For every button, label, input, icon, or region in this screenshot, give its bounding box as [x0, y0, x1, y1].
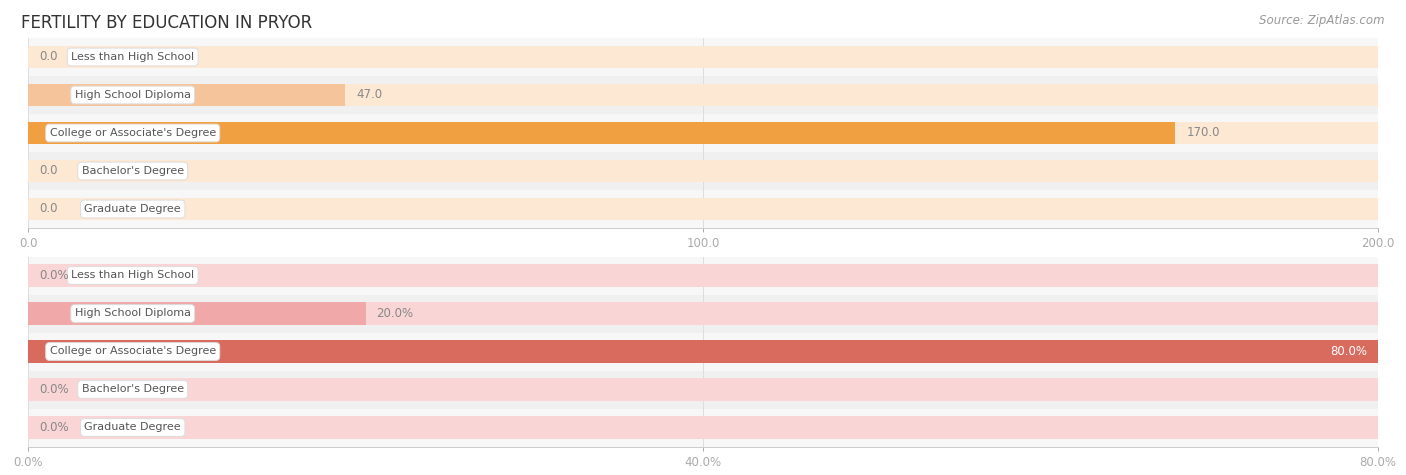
Text: 170.0: 170.0 — [1187, 126, 1220, 140]
Bar — [28, 302, 1378, 325]
Text: Graduate Degree: Graduate Degree — [84, 422, 181, 433]
Bar — [28, 340, 1378, 363]
Bar — [28, 46, 1378, 68]
Text: 0.0%: 0.0% — [39, 383, 69, 396]
Text: FERTILITY BY EDUCATION IN PRYOR: FERTILITY BY EDUCATION IN PRYOR — [21, 14, 312, 32]
Text: 0.0: 0.0 — [39, 164, 58, 178]
Text: 0.0%: 0.0% — [39, 269, 69, 282]
Text: High School Diploma: High School Diploma — [75, 90, 191, 100]
Bar — [28, 256, 1378, 294]
Bar — [28, 84, 346, 106]
Bar — [28, 160, 1378, 182]
Bar — [28, 408, 1378, 446]
Text: 0.0: 0.0 — [39, 50, 58, 64]
Bar — [28, 76, 1378, 114]
Bar — [28, 264, 1378, 287]
Bar — [28, 122, 1378, 144]
Bar — [28, 302, 366, 325]
Bar — [28, 332, 1378, 371]
Bar — [28, 198, 1378, 220]
Bar — [28, 84, 1378, 106]
Bar — [28, 416, 1378, 439]
Text: 20.0%: 20.0% — [377, 307, 413, 320]
Bar — [28, 370, 1378, 408]
Text: High School Diploma: High School Diploma — [75, 308, 191, 319]
Text: Source: ZipAtlas.com: Source: ZipAtlas.com — [1260, 14, 1385, 27]
Text: Bachelor's Degree: Bachelor's Degree — [82, 166, 184, 176]
Bar — [28, 294, 1378, 332]
Text: 80.0%: 80.0% — [1330, 345, 1367, 358]
Text: 0.0: 0.0 — [39, 202, 58, 216]
Text: College or Associate's Degree: College or Associate's Degree — [49, 128, 217, 138]
Text: Graduate Degree: Graduate Degree — [84, 204, 181, 214]
Text: Bachelor's Degree: Bachelor's Degree — [82, 384, 184, 395]
Bar — [28, 190, 1378, 228]
Bar — [28, 152, 1378, 190]
Text: 0.0%: 0.0% — [39, 421, 69, 434]
Text: Less than High School: Less than High School — [72, 52, 194, 62]
Bar — [28, 378, 1378, 401]
Text: College or Associate's Degree: College or Associate's Degree — [49, 346, 217, 357]
Text: Less than High School: Less than High School — [72, 270, 194, 281]
Bar — [28, 38, 1378, 76]
Bar — [28, 114, 1378, 152]
Bar — [28, 122, 1175, 144]
Bar — [28, 340, 1378, 363]
Text: 47.0: 47.0 — [356, 88, 382, 102]
